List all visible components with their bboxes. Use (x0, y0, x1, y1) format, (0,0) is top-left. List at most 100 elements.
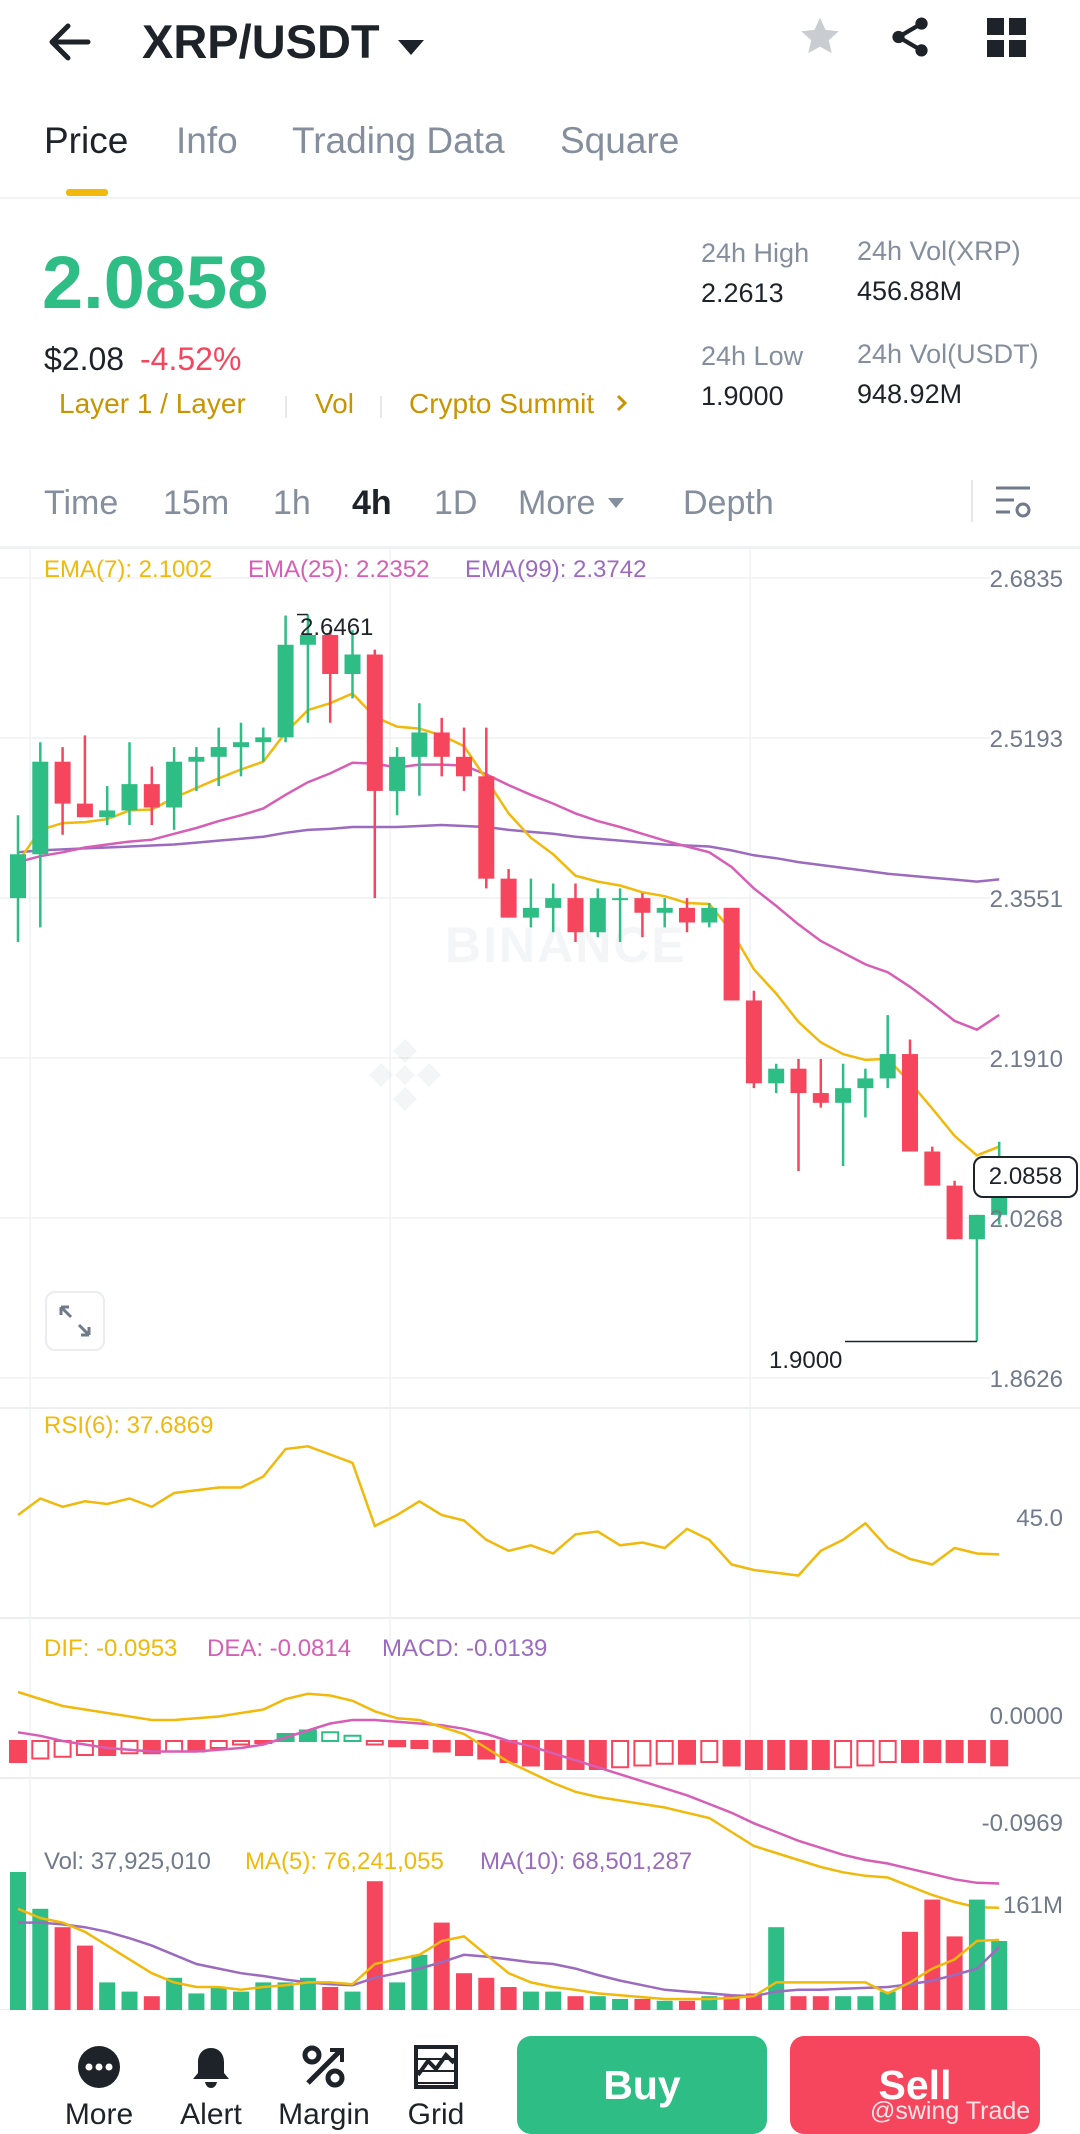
macd-histogram-bar (767, 1740, 786, 1770)
dif-line (17, 1690, 1000, 1910)
nav-more-label: More (64, 2098, 134, 2131)
interval-4h[interactable]: 4h (352, 484, 392, 522)
candle-body (946, 1185, 963, 1240)
macd-histogram-bar (700, 1740, 719, 1763)
buy-button[interactable]: Buy (517, 2036, 767, 2134)
ma10-label: MA(10): 68,501,287 (480, 1848, 693, 1875)
candle-body (768, 1068, 785, 1084)
interval-depth[interactable]: Depth (683, 484, 774, 522)
volume-bar (545, 1991, 562, 2010)
tab-trading-data[interactable]: Trading Data (292, 120, 505, 161)
chevron-right-icon[interactable] (614, 392, 630, 419)
macd-histogram-bar (744, 1740, 763, 1770)
volume-axis-label: 161M (1002, 1892, 1063, 1919)
divider (0, 197, 1080, 199)
candle-body (968, 1214, 985, 1240)
candle-body (589, 898, 606, 933)
stat-24h-vol-base-label: 24h Vol(XRP) (857, 236, 1021, 266)
volume-bar (255, 1982, 272, 2010)
candle-body (389, 756, 406, 791)
interval-more[interactable]: More (518, 484, 596, 522)
caret-down-icon (396, 14, 426, 69)
candle-body (99, 810, 116, 818)
chart-settings-icon[interactable] (994, 482, 1034, 527)
candle-body (299, 635, 316, 645)
tag-separator (380, 396, 382, 418)
price-axis-label: 2.5193 (989, 726, 1063, 753)
interval-1h[interactable]: 1h (273, 484, 311, 522)
macd-axis-label: 0.0000 (989, 1703, 1063, 1730)
back-arrow-icon[interactable] (42, 14, 102, 70)
nav-alert[interactable]: Alert (161, 2040, 261, 2132)
macd-histogram-bar (945, 1740, 964, 1763)
nav-grid[interactable]: Grid (386, 2040, 486, 2132)
usd-price: $2.08 (44, 341, 125, 377)
volume-bar (790, 1996, 807, 2010)
macd-histogram-bar (9, 1740, 27, 1763)
candlestick-chart[interactable]: EMA(7): 2.1002 EMA(25): 2.2352 EMA(99): … (0, 547, 1080, 2011)
candle-body (567, 898, 584, 933)
candle-body (255, 737, 272, 743)
caret-down-icon (606, 496, 626, 515)
macd-histogram-bar (678, 1740, 696, 1765)
candle-body (656, 907, 673, 913)
volume-bar (188, 1993, 205, 2010)
nav-more[interactable]: More (49, 2040, 149, 2132)
volume-bar (612, 1998, 629, 2010)
more-dots-icon (49, 2040, 149, 2094)
macd-histogram-bar (901, 1740, 919, 1763)
volume-bar (299, 1977, 316, 2010)
tag-vol[interactable]: Vol (315, 388, 354, 419)
volume-bar (656, 2000, 673, 2010)
expand-icon[interactable] (45, 1291, 105, 1351)
stat-24h-high: 2.2613 (701, 278, 784, 308)
tab-price[interactable]: Price (44, 120, 129, 161)
ema7-label: EMA(7): 2.1002 (44, 556, 213, 583)
price-axis-label: 2.6835 (989, 566, 1063, 593)
price-axis-label: 2.1910 (989, 1046, 1063, 1073)
candle-body (32, 761, 49, 855)
tag-layer1[interactable]: Layer 1 / Layer (59, 388, 246, 419)
volume-bar (679, 2000, 695, 2010)
tab-square[interactable]: Square (560, 120, 680, 161)
macd-histogram-bar (588, 1740, 607, 1770)
candle-body (812, 1093, 829, 1103)
volume-bar (32, 1908, 49, 2010)
tag-separator (285, 396, 287, 418)
active-tab-indicator (66, 189, 108, 196)
macd-histogram-bar (566, 1740, 585, 1770)
grid-menu-icon[interactable] (987, 18, 1027, 63)
macd-histogram-bar (878, 1740, 897, 1763)
volume-bar (522, 1991, 539, 2010)
volume-bar (277, 1982, 294, 2010)
volume-bar (233, 1991, 249, 2010)
tab-info[interactable]: Info (176, 120, 238, 161)
ma5-label: MA(5): 76,241,055 (245, 1848, 444, 1875)
volume-bar (389, 1982, 406, 2010)
macd-histogram-bar (455, 1740, 473, 1756)
tag-crypto-summit[interactable]: Crypto Summit (409, 388, 595, 419)
candle-body (723, 907, 740, 1001)
nav-margin[interactable]: Margin (274, 2040, 374, 2132)
interval-1d[interactable]: 1D (434, 484, 478, 522)
interval-15m[interactable]: 15m (163, 484, 230, 522)
volume-bar (366, 1881, 383, 2010)
binance-logo-icon (365, 668, 455, 1111)
volume-bar (10, 1872, 26, 2010)
high-price-marker: 2.6461 (300, 614, 374, 641)
macd-histogram-bar (789, 1740, 808, 1770)
star-icon[interactable] (797, 14, 843, 65)
ema99-label: EMA(99): 2.3742 (465, 556, 647, 583)
interval-time[interactable]: Time (44, 484, 119, 522)
volume-bar (411, 1954, 428, 2010)
candle-body (277, 644, 294, 738)
macd-histogram-bar (967, 1740, 986, 1763)
price-axis-label: 1.8626 (989, 1366, 1063, 1393)
volume-bar (322, 1987, 339, 2010)
candle-body (366, 654, 383, 791)
price-change: -4.52% (140, 341, 242, 377)
pair-selector[interactable]: XRP/USDT (142, 14, 426, 69)
share-icon[interactable] (887, 14, 933, 65)
macd-axis-label: -0.0969 (981, 1810, 1063, 1837)
sell-button[interactable]: Sell (790, 2036, 1040, 2134)
